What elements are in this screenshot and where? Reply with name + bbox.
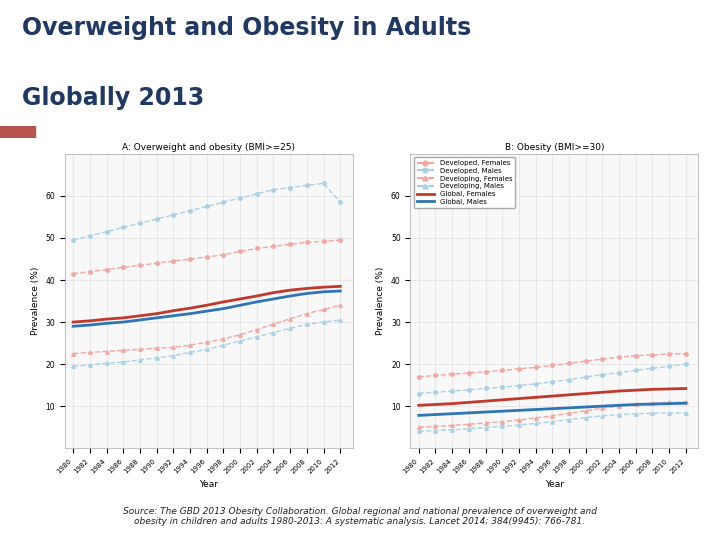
Y-axis label: Prevalence (%): Prevalence (%) (31, 267, 40, 335)
X-axis label: Year: Year (199, 481, 218, 489)
Legend: Developed, Females, Developed, Males, Developing, Females, Developing, Males, Gl: Developed, Females, Developed, Males, De… (414, 157, 515, 207)
Text: Globally 2013: Globally 2013 (22, 86, 204, 110)
X-axis label: Year: Year (545, 481, 564, 489)
Text: Source: The GBD 2013 Obesity Collaboration. Global regional and national prevale: Source: The GBD 2013 Obesity Collaborati… (123, 507, 597, 526)
Y-axis label: Prevalence (%): Prevalence (%) (377, 267, 385, 335)
Title: A: Overweight and obesity (BMI>=25): A: Overweight and obesity (BMI>=25) (122, 143, 295, 152)
Bar (0, 126, 35, 138)
Title: B: Obesity (BMI>=30): B: Obesity (BMI>=30) (505, 143, 604, 152)
Text: Overweight and Obesity in Adults: Overweight and Obesity in Adults (22, 16, 471, 40)
